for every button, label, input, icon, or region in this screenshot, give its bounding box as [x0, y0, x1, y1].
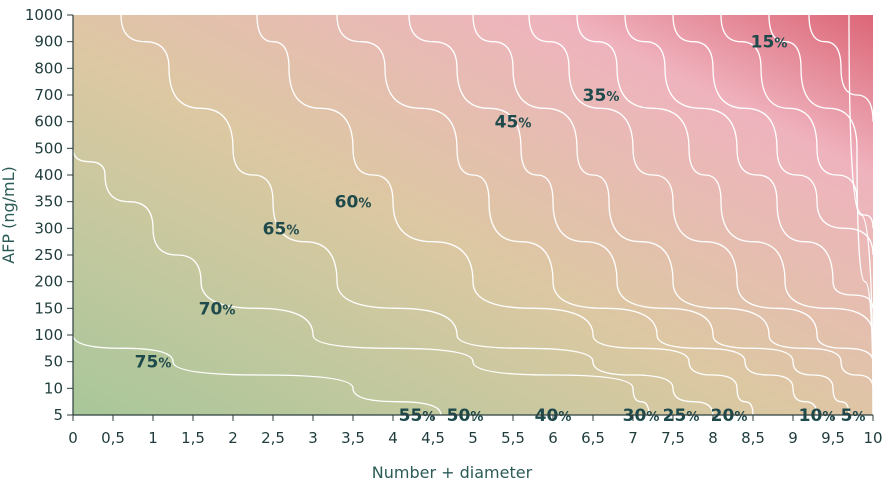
y-tick-label: 500	[34, 139, 63, 157]
y-tick-label: 350	[34, 193, 63, 211]
x-tick-label: 2,5	[261, 429, 285, 447]
y-tick-label: 300	[34, 219, 63, 237]
x-tick-label: 6,5	[581, 429, 605, 447]
y-tick-label: 800	[34, 59, 63, 77]
y-tick-label: 900	[34, 33, 63, 51]
y-axis-title: AFP (ng/mL)	[0, 166, 18, 264]
contour-label-30: 30%	[623, 406, 660, 426]
y-tick-label: 250	[34, 246, 63, 264]
plot-area	[73, 15, 873, 415]
x-tick-label: 3	[308, 429, 318, 447]
contour-line-15	[768, 14, 874, 416]
x-tick-label: 8,5	[741, 429, 765, 447]
y-tick-label: 600	[34, 113, 63, 131]
contour-label-55: 55%	[399, 406, 436, 426]
contour-line-25	[672, 14, 874, 256]
x-ticks: 0 0,5 1 1,5 2 2,5 3 3,5 4 4,5 5 5,5 6 6,5 7 7,5 8 8,5 9 9,5…	[68, 415, 883, 447]
y-tick-label: 150	[34, 299, 63, 317]
y-tick-label: 100	[34, 326, 63, 344]
contour-label-75: 75%	[135, 353, 172, 373]
contour-line-65	[120, 14, 714, 416]
x-tick-label: 8	[708, 429, 718, 447]
contour-line-20	[720, 14, 874, 229]
contour-label-70: 70%	[199, 299, 236, 319]
contour-line-45	[472, 14, 874, 389]
x-tick-label: 5,5	[501, 429, 525, 447]
x-tick-label: 1	[148, 429, 158, 447]
y-tick-label: 5	[53, 406, 63, 424]
x-axis-title: Number + diameter	[372, 463, 533, 482]
y-tick-label: 10	[44, 379, 63, 397]
y-tick-label: 400	[34, 166, 63, 184]
x-tick-label: 4	[388, 429, 398, 447]
y-tick-label: 200	[34, 273, 63, 291]
x-tick-label: 1,5	[181, 429, 205, 447]
y-tick-label: 1000	[25, 6, 63, 24]
x-tick-label: 7,5	[661, 429, 685, 447]
contour-label-50: 50%	[447, 406, 484, 426]
contour-line-75	[72, 334, 442, 416]
contour-line-30	[624, 14, 874, 309]
contour-line-5	[848, 14, 874, 416]
contour-label-25: 25%	[663, 406, 700, 426]
contour-label-15: 15%	[751, 33, 788, 53]
x-tick-label: 2	[228, 429, 238, 447]
contour-lines	[72, 14, 874, 416]
y-tick-label: 700	[34, 86, 63, 104]
contour-line-10	[808, 14, 874, 122]
contour-label-35: 35%	[583, 86, 620, 106]
contour-line-55	[336, 14, 818, 416]
y-ticks: 5 10 50 100 150 200 250 300 350 400 500 600 700 800 90…	[25, 6, 73, 424]
contour-line-50	[408, 14, 850, 416]
contour-label-60: 60%	[335, 193, 372, 213]
y-tick-label: 50	[44, 353, 63, 371]
x-tick-label: 10	[863, 429, 882, 447]
contour-label-20: 20%	[711, 406, 748, 426]
contour-label-10: 10%	[799, 406, 836, 426]
contour-labels: 75%70%65%60%55% 50%45%40%35%30% 25% 20%15%1…	[135, 33, 866, 426]
contour-label-45: 45%	[495, 113, 532, 133]
contour-label-5: 5%	[841, 406, 866, 426]
contour-line-40	[528, 14, 874, 362]
x-tick-label: 9	[788, 429, 798, 447]
x-tick-label: 9,5	[821, 429, 845, 447]
contour-label-65: 65%	[263, 219, 300, 239]
x-tick-label: 6	[548, 429, 558, 447]
x-tick-label: 0,5	[101, 429, 125, 447]
x-tick-label: 3,5	[341, 429, 365, 447]
x-tick-label: 5	[468, 429, 478, 447]
contour-line-60	[256, 14, 754, 416]
x-tick-label: 0	[68, 429, 78, 447]
x-tick-label: 4,5	[421, 429, 445, 447]
contour-line-35	[576, 14, 874, 336]
contour-line-70	[72, 148, 650, 416]
x-tick-label: 7	[628, 429, 638, 447]
